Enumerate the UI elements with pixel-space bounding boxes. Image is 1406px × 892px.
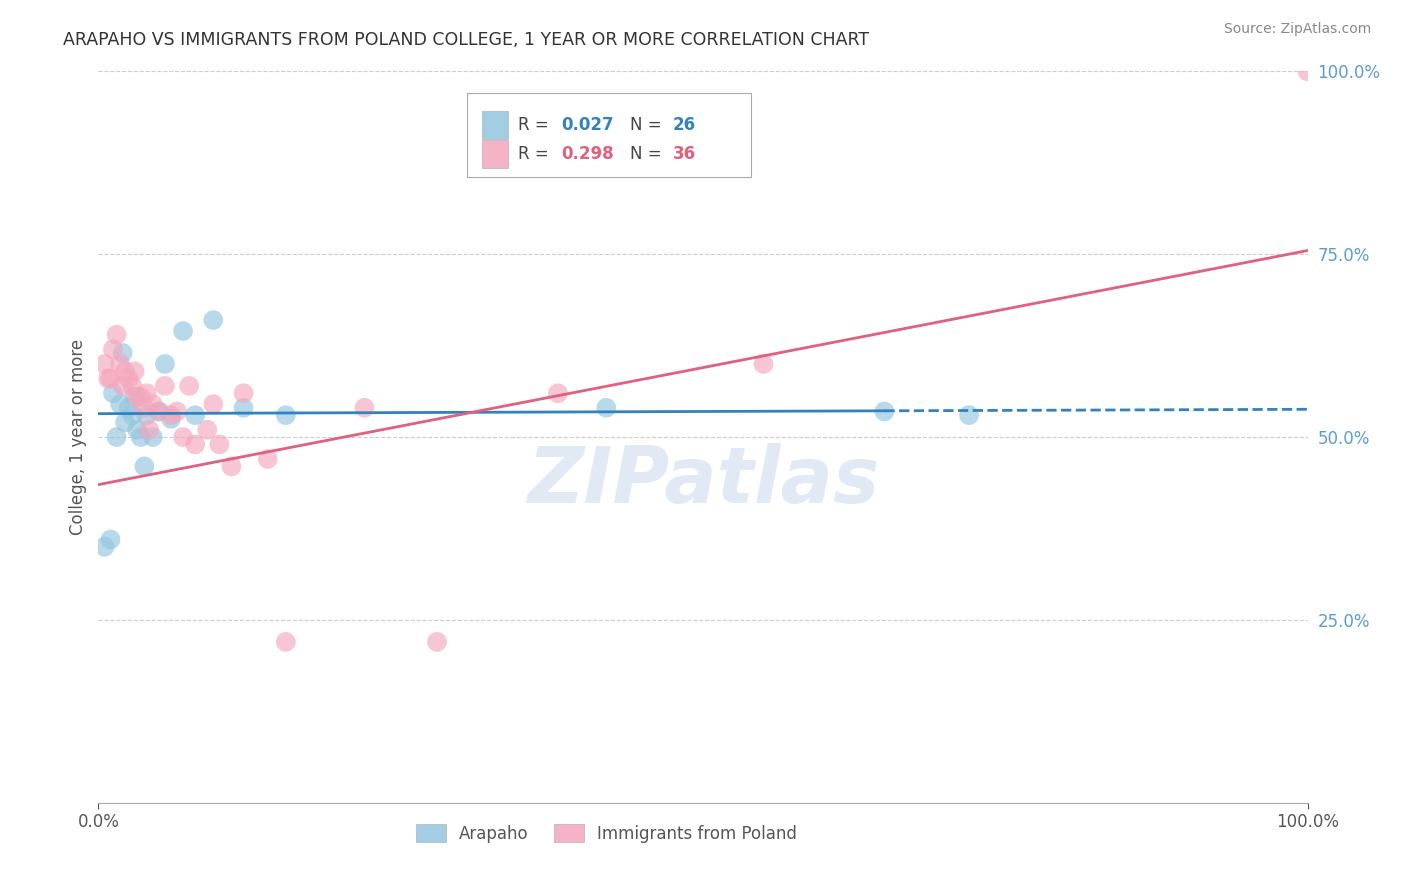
Point [111, 379, 134, 393]
Text: ARAPAHO VS IMMIGRANTS FROM POLAND COLLEGE, 1 YEAR OR MORE CORRELATION CHART: ARAPAHO VS IMMIGRANTS FROM POLAND COLLEG… [63, 31, 869, 49]
Point [129, 430, 152, 444]
Point [105, 430, 128, 444]
Text: 26: 26 [672, 116, 696, 135]
Text: N =: N = [630, 145, 668, 163]
Point [108, 397, 131, 411]
Point [547, 386, 569, 401]
Point [114, 364, 136, 378]
Point [148, 404, 170, 418]
Point [127, 390, 149, 404]
Text: R =: R = [517, 116, 554, 135]
Point [134, 401, 156, 415]
Point [118, 401, 141, 415]
Point [595, 401, 617, 415]
Y-axis label: College, 1 year or more: College, 1 year or more [69, 339, 87, 535]
Point [105, 327, 128, 342]
Point [114, 416, 136, 430]
FancyBboxPatch shape [467, 94, 751, 178]
Point [124, 364, 146, 378]
Point [166, 404, 188, 418]
Point [202, 313, 225, 327]
Point [153, 357, 176, 371]
Text: 36: 36 [672, 145, 696, 163]
Point [160, 412, 183, 426]
Point [118, 371, 141, 385]
Point [138, 423, 160, 437]
Point [135, 408, 157, 422]
Point [232, 386, 254, 401]
Point [752, 357, 775, 371]
Bar [482, 112, 509, 139]
Point [148, 404, 170, 418]
Point [202, 397, 225, 411]
Point [221, 459, 243, 474]
Legend: Arapaho, Immigrants from Poland: Arapaho, Immigrants from Poland [409, 818, 803, 849]
Point [100, 533, 122, 547]
Point [121, 379, 143, 393]
Point [274, 635, 297, 649]
Text: N =: N = [630, 116, 668, 135]
Point [135, 386, 157, 401]
Text: Source: ZipAtlas.com: Source: ZipAtlas.com [1223, 22, 1371, 37]
Point [1296, 64, 1319, 78]
Point [184, 408, 207, 422]
Text: R =: R = [517, 145, 554, 163]
Point [274, 408, 297, 422]
Point [256, 452, 278, 467]
Point [97, 371, 120, 385]
Point [100, 371, 122, 385]
Text: 0.027: 0.027 [561, 116, 614, 135]
Text: ZIPatlas: ZIPatlas [527, 443, 879, 519]
Point [142, 397, 165, 411]
Point [160, 408, 183, 422]
Point [142, 430, 165, 444]
Point [957, 408, 980, 422]
Point [153, 379, 176, 393]
Point [127, 423, 149, 437]
Point [426, 635, 449, 649]
Point [195, 423, 218, 437]
Point [129, 390, 152, 404]
Point [111, 346, 134, 360]
Point [179, 379, 201, 393]
Point [101, 343, 124, 357]
Bar [482, 140, 509, 168]
Point [93, 540, 115, 554]
Point [93, 357, 115, 371]
Point [172, 430, 194, 444]
Point [108, 357, 131, 371]
Point [184, 437, 207, 451]
Point [353, 401, 375, 415]
Point [873, 404, 896, 418]
Point [172, 324, 194, 338]
Point [134, 459, 156, 474]
Point [121, 408, 143, 422]
Text: 0.298: 0.298 [561, 145, 614, 163]
Point [208, 437, 231, 451]
Point [101, 386, 124, 401]
Point [232, 401, 254, 415]
Point [124, 390, 146, 404]
